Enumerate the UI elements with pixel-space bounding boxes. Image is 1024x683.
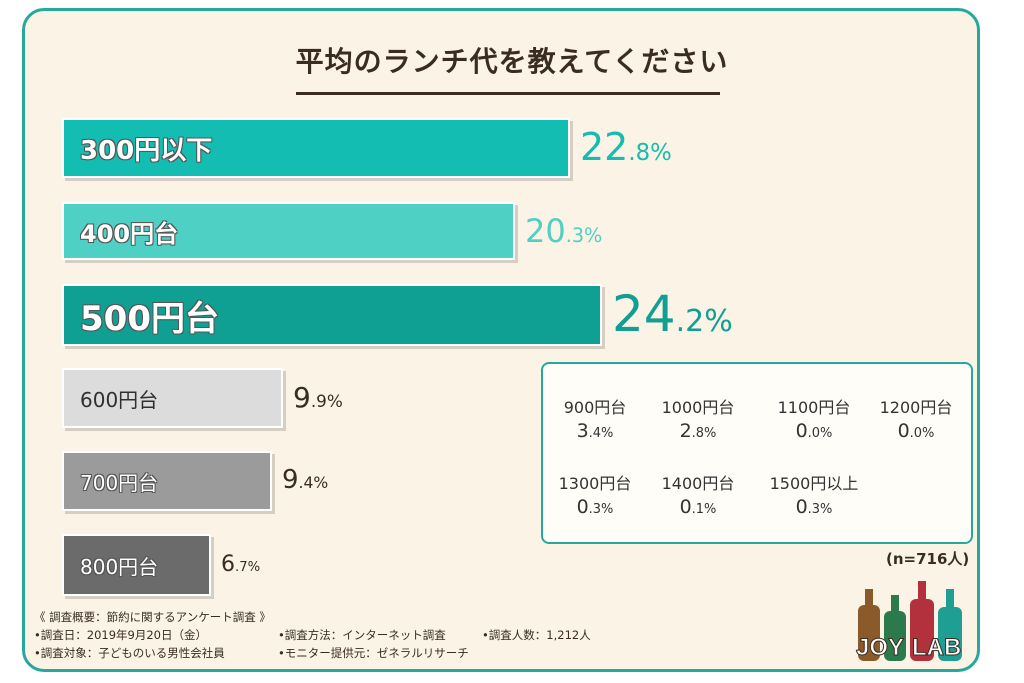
other-category-label: 900円台 (563, 398, 627, 417)
value-main: 9 (282, 465, 299, 496)
bottle-icon (884, 595, 906, 661)
value-decimal: .8% (691, 426, 717, 441)
other-category-value: 0.0% (866, 420, 966, 442)
value-decimal: .3% (807, 502, 833, 517)
bar-2: 400円台 (62, 202, 515, 260)
value-main: 0 (795, 496, 808, 518)
bar-value-label: 20.3% (525, 212, 602, 250)
value-decimal: .8% (628, 140, 672, 167)
bar-label: 300円以下 (80, 135, 213, 166)
other-category-value: 0.3% (764, 496, 864, 518)
other-category-label: 1400円台 (661, 474, 735, 493)
value-main: 22 (580, 125, 629, 170)
other-categories-box (541, 362, 973, 544)
other-category-label: 1200円台 (879, 398, 953, 417)
bar-5: 700円台 (62, 451, 272, 511)
sample-size-note: (n=716人) (886, 550, 970, 568)
bar-1: 300円以下 (62, 118, 570, 178)
bar-3: 500円台 (62, 284, 602, 346)
title-underline (296, 92, 720, 95)
value-main: 20 (525, 211, 566, 250)
value-decimal: .7% (235, 559, 261, 575)
value-main: 9 (293, 381, 311, 415)
survey-provider: •モニター提供元：ゼネラルリサーチ (278, 646, 469, 660)
value-decimal: .0% (909, 426, 935, 441)
bar-value-label: 9.4% (282, 465, 328, 495)
bottle-icon (910, 581, 934, 661)
value-main: 6 (221, 551, 235, 577)
other-category-item: 900円台 3.4% (545, 394, 645, 442)
value-main: 0 (576, 496, 589, 518)
survey-count: •調査人数：1,212人 (482, 628, 591, 642)
value-decimal: .3% (588, 502, 614, 517)
survey-method: •調査方法：インターネット調査 (278, 628, 446, 642)
other-category-value: 0.0% (764, 420, 864, 442)
other-category-value: 3.4% (545, 420, 645, 442)
bottle-icon (858, 589, 880, 661)
value-main: 0 (897, 420, 910, 442)
bar-value-label: 9.9% (293, 381, 343, 414)
survey-heading: 《 調査概要：節約に関するアンケート調査 》 (34, 610, 271, 624)
bar-label: 600円台 (80, 387, 159, 412)
bar-label: 500円台 (80, 298, 219, 339)
value-main: 3 (576, 420, 589, 442)
value-decimal: .9% (310, 391, 343, 412)
bar-label: 700円台 (80, 470, 159, 495)
value-main: 0 (795, 420, 808, 442)
value-decimal: .4% (298, 474, 329, 493)
other-category-label: 1100円台 (777, 398, 851, 417)
survey-date: •調査日：2019年9月20日（金） (34, 628, 207, 642)
bar-4: 600円台 (62, 368, 283, 428)
other-category-item: 1200円台 0.0% (866, 394, 966, 442)
joylab-logo: JOY LAB (856, 581, 962, 662)
logo-left-text: JOY (856, 634, 904, 661)
bar-label: 400円台 (80, 219, 179, 248)
survey-target: •調査対象：子どものいる男性会社員 (34, 646, 225, 660)
other-category-item: 1500円以上 0.3% (764, 470, 864, 518)
bar-6: 800円台 (62, 534, 211, 596)
other-category-item: 1400円台 0.1% (648, 470, 748, 518)
other-category-label: 1000円台 (661, 398, 735, 417)
bottle-icon (938, 589, 962, 661)
other-category-item: 1100円台 0.0% (764, 394, 864, 442)
value-decimal: .2% (675, 304, 733, 339)
other-category-label: 1500円以上 (769, 474, 859, 493)
bar-value-label: 24.2% (612, 285, 733, 343)
other-category-value: 0.1% (648, 496, 748, 518)
other-category-value: 2.8% (648, 420, 748, 442)
value-decimal: .0% (807, 426, 833, 441)
logo-right-text: LAB (912, 634, 961, 661)
value-decimal: .4% (588, 426, 614, 441)
bar-label: 800円台 (80, 554, 159, 579)
value-decimal: .3% (565, 223, 603, 247)
bar-value-label: 22.8% (580, 125, 672, 169)
other-category-label: 1300円台 (558, 474, 632, 493)
value-decimal: .1% (691, 502, 717, 517)
other-category-item: 1000円台 2.8% (648, 394, 748, 442)
value-main: 2 (679, 420, 692, 442)
bar-value-label: 6.7% (221, 552, 260, 577)
value-main: 24 (612, 285, 676, 343)
chart-title: 平均のランチ代を教えてください (295, 45, 729, 78)
other-category-value: 0.3% (545, 496, 645, 518)
value-main: 0 (679, 496, 692, 518)
other-category-item: 1300円台 0.3% (545, 470, 645, 518)
